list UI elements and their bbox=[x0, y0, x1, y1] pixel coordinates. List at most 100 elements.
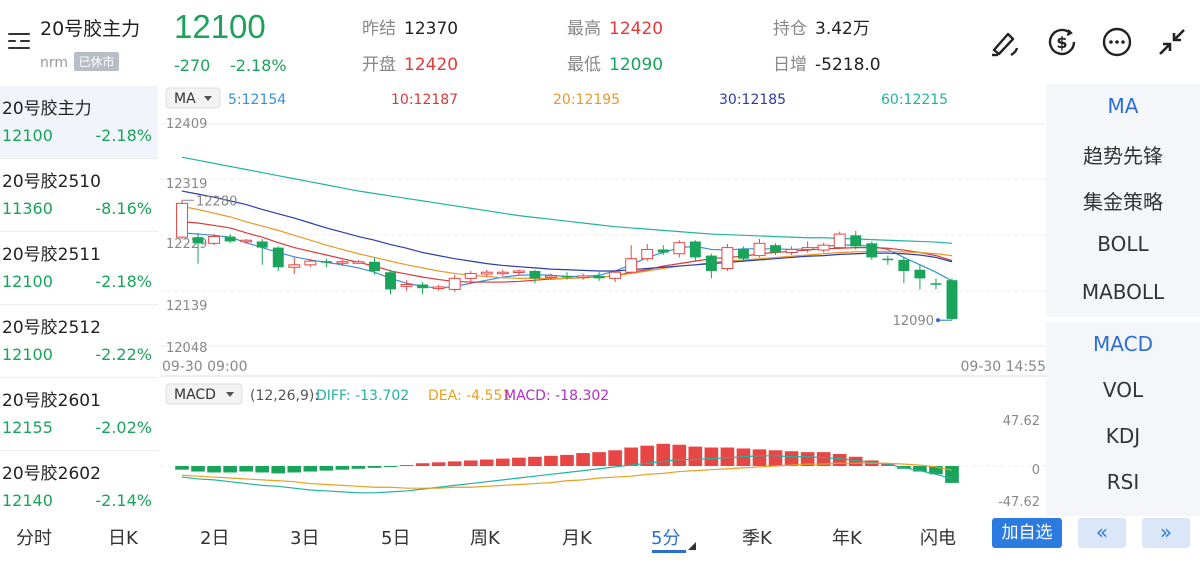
macd-bar bbox=[752, 449, 767, 466]
candle-down bbox=[256, 241, 268, 248]
indicator-kdj[interactable]: KDJ bbox=[1105, 424, 1141, 448]
ma5-legend: 5:12154 bbox=[228, 92, 286, 108]
macd-bar bbox=[544, 455, 558, 466]
candle-up bbox=[432, 286, 445, 289]
macd-bar bbox=[640, 445, 655, 466]
candle-down bbox=[705, 255, 717, 271]
macd-bar bbox=[447, 461, 462, 466]
stat-prev-close: 昨结 12370 bbox=[362, 19, 459, 39]
ma-select-chevron-icon bbox=[204, 96, 212, 101]
diff-line bbox=[181, 455, 953, 494]
macd-bar bbox=[672, 444, 687, 466]
contract-item-2511[interactable]: 20号胶2511 12100 -2.18% bbox=[0, 232, 158, 305]
contract-item-2601[interactable]: 20号胶2601 12155 -2.02% bbox=[0, 378, 158, 451]
candle-down bbox=[930, 283, 942, 285]
macd-bar bbox=[431, 462, 446, 466]
more-icon[interactable] bbox=[1099, 24, 1135, 60]
macd-select[interactable] bbox=[165, 383, 243, 405]
indicator-boll[interactable]: BOLL bbox=[1097, 232, 1149, 256]
tab-5min[interactable]: 5分 bbox=[651, 528, 681, 549]
tab-3day[interactable]: 3日 bbox=[290, 528, 320, 549]
macd-bar bbox=[287, 466, 302, 473]
next-button[interactable]: » bbox=[1142, 518, 1190, 548]
currency-icon[interactable]: $ bbox=[1044, 24, 1080, 60]
tab-intraday[interactable]: 分时 bbox=[16, 528, 52, 549]
draw-icon[interactable] bbox=[986, 24, 1022, 60]
tab-5day[interactable]: 5日 bbox=[381, 528, 411, 549]
page-title: 20号胶主力 bbox=[40, 18, 141, 40]
macd-bar bbox=[608, 450, 622, 466]
macd-bar bbox=[496, 458, 510, 466]
ma-select[interactable] bbox=[165, 87, 221, 109]
tab-weekly[interactable]: 周K bbox=[470, 528, 500, 549]
candle-down bbox=[320, 261, 332, 263]
candle-up bbox=[288, 264, 301, 268]
macd-bar bbox=[768, 450, 783, 466]
macd-bar bbox=[784, 451, 799, 466]
indicator-rsi[interactable]: RSI bbox=[1106, 470, 1140, 494]
collapse-icon[interactable] bbox=[1154, 24, 1190, 60]
candle-up bbox=[336, 261, 349, 264]
low-annot-dot bbox=[936, 318, 940, 323]
indicator-macd[interactable]: MACD bbox=[1093, 332, 1153, 356]
contract-list: 20号胶主力 12100 -2.18% 20号胶2510 11360 -8.16… bbox=[0, 86, 158, 516]
macd-bar bbox=[319, 466, 334, 471]
indicator-trend[interactable]: 趋势先锋 bbox=[1083, 144, 1163, 168]
candle-down bbox=[657, 249, 669, 253]
candle-down bbox=[561, 275, 573, 278]
macd-bar bbox=[479, 459, 494, 466]
chart-area[interactable]: MA 5:12154 10:12187 20:12195 30:12185 60… bbox=[160, 84, 1046, 516]
tab-quarterly[interactable]: 季K bbox=[742, 528, 772, 549]
end-time-label: 09-30 14:55 bbox=[961, 359, 1046, 375]
macd-bar bbox=[816, 452, 831, 466]
header: 20号胶主力 nrm 已休市 12100 -270 -2.18% 昨结 12370… bbox=[0, 0, 1200, 84]
candle-down bbox=[738, 248, 749, 259]
indicator-ma[interactable]: MA bbox=[1107, 94, 1139, 118]
macd-bar bbox=[463, 460, 478, 466]
tab-yearly[interactable]: 年K bbox=[832, 528, 862, 549]
diff-legend: DIFF: -13.702 bbox=[316, 388, 409, 404]
contract-item-main[interactable]: 20号胶主力 12100 -2.18% bbox=[0, 86, 158, 159]
macd-bar bbox=[399, 465, 414, 467]
macd-bar bbox=[175, 466, 189, 470]
macd-params: (12,26,9): bbox=[250, 388, 319, 404]
macd-bar bbox=[383, 466, 398, 467]
macd-axis-top: 47.62 bbox=[1003, 414, 1040, 429]
contract-item-2510[interactable]: 20号胶2510 11360 -8.16% bbox=[0, 159, 158, 232]
candle-down bbox=[369, 261, 380, 271]
indicator-jijin[interactable]: 集金策略 bbox=[1083, 190, 1163, 214]
indicator-vol[interactable]: VOL bbox=[1102, 378, 1144, 402]
macd-bar bbox=[223, 466, 237, 473]
candle-up bbox=[304, 260, 317, 266]
ma60-legend: 60:12215 bbox=[881, 92, 948, 108]
chart-svg[interactable]: MA 5:12154 10:12187 20:12195 30:12185 60… bbox=[160, 84, 1046, 516]
prev-button[interactable]: « bbox=[1078, 518, 1126, 548]
menu-icon[interactable] bbox=[8, 30, 34, 52]
macd-bar bbox=[832, 453, 847, 466]
price-change-pct: -2.18% bbox=[230, 56, 287, 75]
candle-up bbox=[753, 242, 766, 257]
contract-item-2512[interactable]: 20号胶2512 12100 -2.22% bbox=[0, 305, 158, 378]
tab-2day[interactable]: 2日 bbox=[200, 528, 230, 549]
indicator-maboll[interactable]: MABOLL bbox=[1081, 280, 1165, 304]
contract-item-2602[interactable]: 20号胶2602 12140 -2.14% bbox=[2, 464, 152, 510]
tab-daily[interactable]: 日K bbox=[108, 528, 138, 549]
macd-bar bbox=[255, 466, 270, 473]
macd-bar bbox=[335, 466, 350, 470]
y-tick-label: 12319 bbox=[166, 177, 207, 192]
candle-down bbox=[914, 269, 926, 279]
candle-down bbox=[529, 270, 541, 279]
candle-down bbox=[272, 247, 284, 268]
add-watchlist-button[interactable]: 加自选 bbox=[992, 518, 1062, 548]
candle-down bbox=[898, 259, 910, 271]
candle-up bbox=[464, 272, 477, 279]
tab-flash[interactable]: 闪电 bbox=[920, 528, 956, 549]
tab-monthly[interactable]: 月K bbox=[562, 528, 592, 549]
indicator-divider bbox=[1046, 317, 1200, 322]
macd-bar bbox=[576, 453, 590, 466]
candle-down bbox=[866, 243, 878, 258]
candle-up bbox=[400, 284, 413, 287]
main-indicator-group: MA 趋势先锋 集金策略 BOLL MABOLL bbox=[1046, 84, 1200, 316]
macd-bar bbox=[351, 466, 366, 469]
